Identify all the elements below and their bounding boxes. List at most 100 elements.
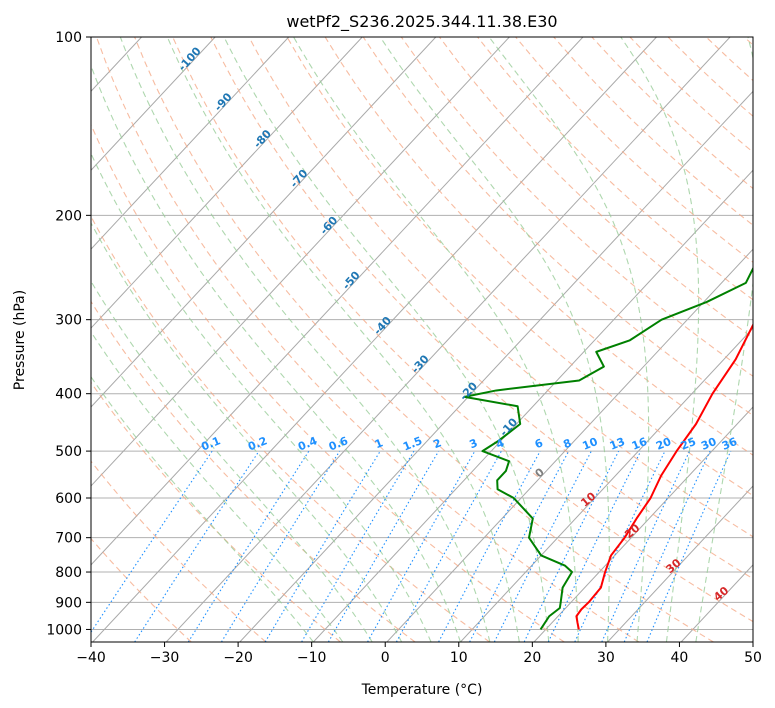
y-tick-label: 300 [55, 313, 82, 329]
isotherm-line [533, 406, 753, 642]
isotherm-line [680, 564, 753, 642]
y-tick-label: 500 [55, 444, 82, 460]
dry-adiabat-line [172, 37, 753, 623]
moist-adiabat-line [223, 37, 550, 642]
dry-adiabat-line [91, 123, 565, 642]
mixing-ratio-label: 16 [630, 435, 649, 453]
moist-adiabat-line [91, 64, 461, 642]
moist-adiabat-label: 30 [664, 556, 684, 576]
moist-adiabat-line [620, 37, 700, 642]
temperature-line [575, 322, 753, 630]
dry-adiabat-line [91, 300, 416, 642]
y-tick-label: 400 [55, 387, 82, 403]
moist-adiabat-line [379, 37, 610, 642]
isotherm-line [91, 37, 290, 250]
dry-adiabat-label: -40 [371, 314, 394, 338]
axes: −40 −30 −20 −10 0 10 20 30 40 50 100 200 300 400 500 60… [46, 30, 762, 666]
chart-title: wetPf2_S236.2025.344.11.38.E30 [286, 12, 557, 32]
dry-adiabat-line [705, 37, 753, 82]
mixing-ratio-line [264, 450, 381, 642]
dry-adiabat-line [667, 37, 753, 117]
y-tick-label: 1000 [46, 622, 82, 638]
isotherm-line [386, 248, 753, 642]
dry-adiabat-line [91, 460, 267, 642]
moist-adiabat-line [293, 37, 579, 642]
x-tick-label: −20 [223, 650, 253, 666]
x-tick-label: −40 [76, 650, 106, 666]
dry-adiabat-line [324, 37, 753, 456]
moist-adiabat-line [91, 375, 314, 642]
isotherm-line [755, 37, 775, 642]
moist-adiabat-label: 40 [711, 584, 731, 604]
mixing-ratio-line [367, 450, 476, 642]
isotherm-line [91, 37, 216, 171]
y-axis-label: Pressure (hPa) [12, 290, 28, 390]
mixing-ratio-label: 25 [679, 435, 698, 453]
x-tick-label: 30 [597, 650, 615, 666]
dry-adiabat-line [477, 37, 753, 301]
mixing-ratio-label: 3 [468, 436, 480, 451]
isotherm-line [91, 37, 584, 566]
moist-adiabat-line [695, 37, 753, 642]
y-tick-label: 600 [55, 491, 82, 507]
dry-adiabat-label: -60 [317, 214, 340, 238]
moist-adiabat-line [488, 37, 650, 642]
isotherm-line [0, 37, 68, 642]
x-tick-label: −10 [297, 650, 327, 666]
moist-adiabat-line [91, 330, 344, 642]
dry-adiabat-line [248, 37, 753, 538]
mixing-ratio-line [438, 450, 541, 642]
mixing-ratio-line [301, 450, 415, 642]
x-tick-label: 50 [744, 650, 762, 666]
mixing-ratio-label: 2 [431, 436, 443, 451]
mixing-ratio-label: 20 [654, 435, 673, 453]
dry-adiabat-line [286, 37, 753, 497]
isotherm-line [607, 485, 753, 642]
dry-adiabat-line [743, 37, 753, 46]
dewpoint-line [463, 265, 753, 630]
moist-adiabat-label: 10 [578, 489, 598, 509]
mixing-ratio-label: 13 [608, 435, 627, 453]
dry-adiabat-label: -90 [212, 90, 235, 114]
moist-adiabat-line [91, 280, 373, 642]
dry-adiabat-label: -50 [340, 268, 363, 292]
mixing-ratio-line [523, 450, 620, 642]
mixing-ratio-label: 10 [581, 435, 600, 453]
x-tick-label: 40 [671, 650, 689, 666]
mixing-ratio-line [91, 450, 213, 634]
dry-adiabat-line [134, 37, 714, 642]
mixing-ratio-line [623, 450, 711, 642]
isotherm-line [239, 90, 753, 642]
isotherm-line [92, 37, 657, 642]
mixing-ratio-line [134, 450, 260, 642]
mixing-ratio-line [574, 450, 666, 642]
dry-adiabat-line [91, 215, 491, 642]
moist-adiabat-line [119, 37, 491, 642]
dry-adiabat-label: -100 [176, 44, 204, 73]
dry-adiabat-label: -70 [288, 167, 311, 191]
mixing-ratio-line [187, 450, 310, 642]
mixing-ratio-line [395, 450, 502, 642]
mixing-ratio-label: 8 [561, 436, 573, 451]
isotherm-line [165, 37, 731, 642]
dry-adiabat-line [210, 37, 753, 580]
background-lines [0, 37, 775, 642]
dry-adiabat-label: -30 [409, 352, 432, 376]
moist-adiabat-line [91, 152, 432, 642]
dry-adiabat-line [591, 37, 753, 190]
y-tick-label: 800 [55, 565, 82, 581]
profile-lines [463, 265, 753, 630]
isotherm-line [312, 169, 753, 642]
isotherm-line [91, 37, 437, 408]
mixing-ratio-line [646, 450, 732, 642]
dry-adiabat-line [95, 37, 640, 642]
mixing-ratio-line [601, 450, 691, 642]
mixing-ratio-label: 4 [494, 436, 506, 451]
moist-adiabat-line [91, 221, 403, 642]
mixing-ratio-label: 1 [373, 436, 385, 451]
x-tick-label: 20 [523, 650, 541, 666]
dry-adiabat-label: -80 [251, 127, 274, 151]
x-axis-label: Temperature (°C) [361, 682, 483, 698]
